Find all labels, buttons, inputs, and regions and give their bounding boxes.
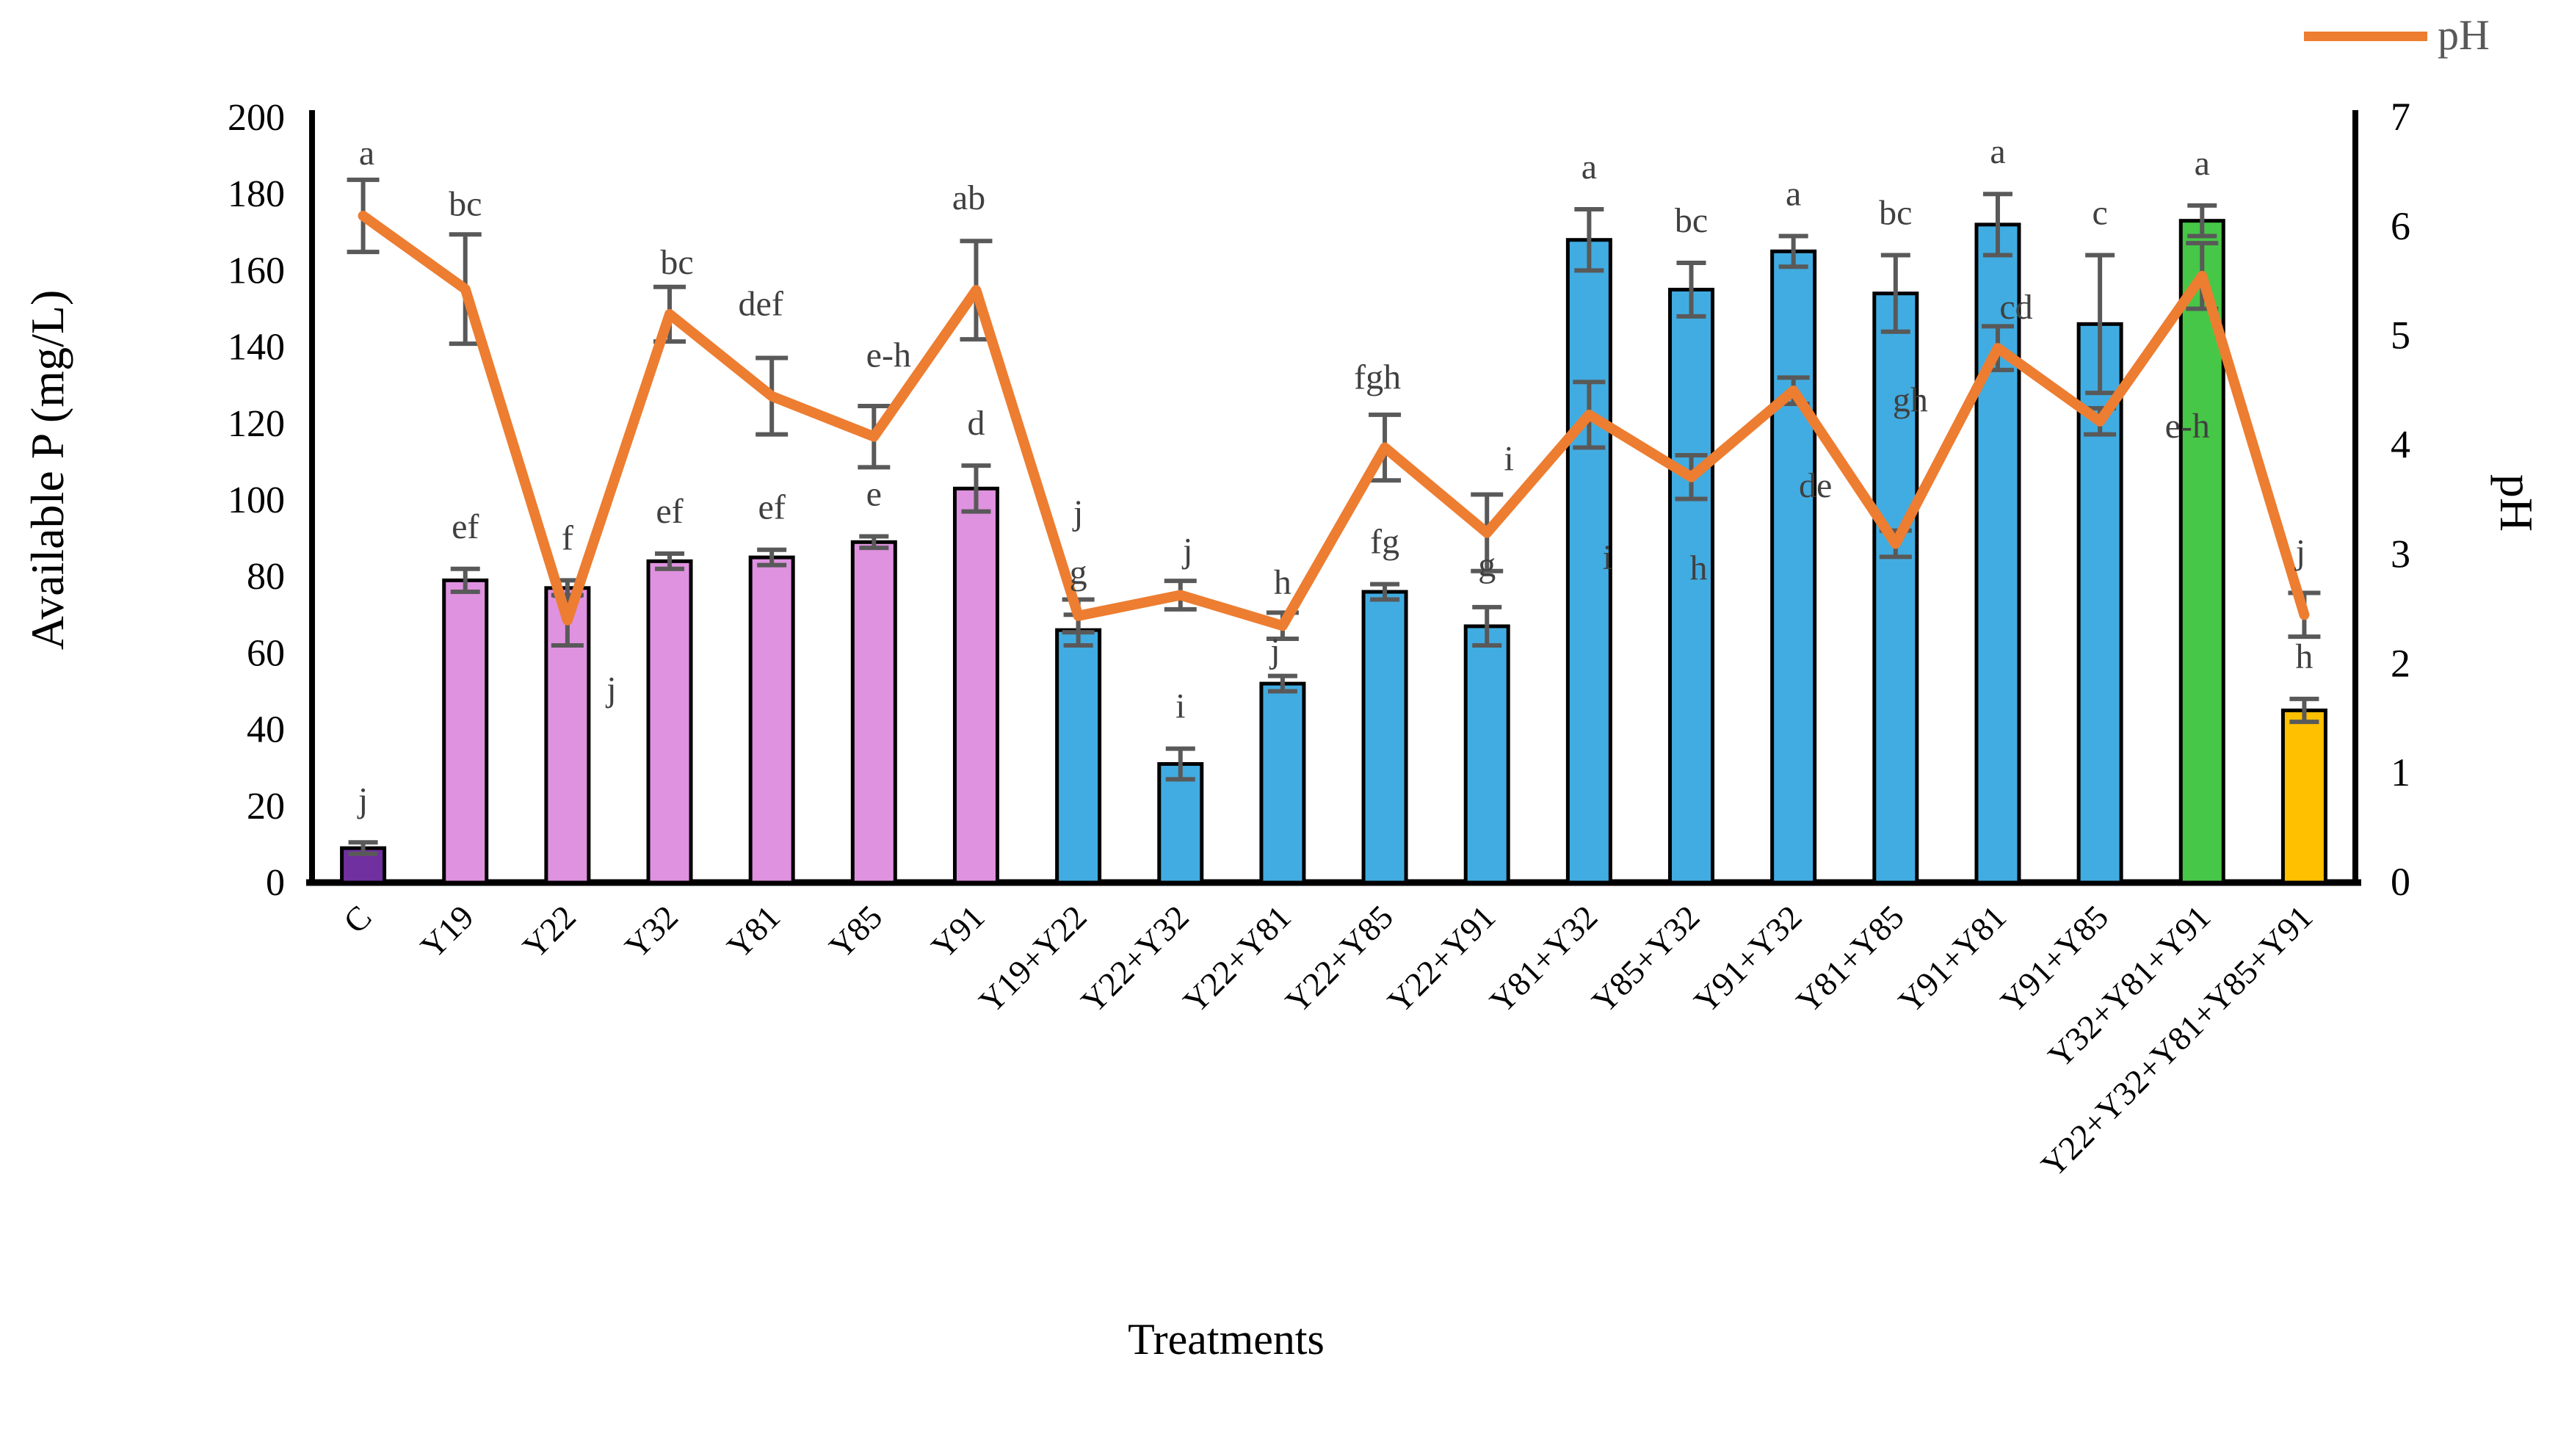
bar-letter: g [1070,553,1087,592]
bar-Y19 [442,578,489,885]
ph-letter: fgh [1354,358,1401,397]
bar-Y81+Y32 [1565,238,1612,885]
bar-letter: c [2092,194,2107,233]
bar-Y22+Y81 [1259,681,1306,885]
x-tick-label: Y81+Y32 [1482,898,1604,1020]
x-tick-label: Y91 [924,898,991,966]
ph-letter: j [1181,532,1192,571]
bar-letter: e [866,474,882,513]
ph-letter: j [1269,631,1280,670]
ph-letter: j [605,670,616,709]
y-left-tick-label: 40 [247,709,285,751]
bar-letter: h [2295,637,2313,676]
bar-letter: j [357,780,368,819]
y-left-tick-label: 180 [228,173,285,215]
legend-ph-label: pH [2438,11,2490,59]
bar-Y85+Y32 [1668,287,1715,885]
bar-Y19+Y22 [1055,628,1102,885]
bar-Y81 [748,555,795,885]
bar-Y22+Y91 [1463,624,1510,885]
y-right-tick-label: 2 [2391,641,2410,685]
ph-letter: j [2294,532,2305,571]
ph-letter: ab [952,178,985,217]
x-tick-label: Y91+Y32 [1686,898,1808,1020]
bar-Y22+Y32 [1157,761,1204,885]
y-left-tick-label: 120 [228,403,285,445]
bar-Y91+Y32 [1770,249,1817,885]
ph-letter: e-h [2165,407,2210,446]
x-tick-label: Y91+Y81 [1891,898,2013,1020]
y-left-tick-label: 0 [266,862,285,904]
bar-letter: f [562,518,573,557]
bar-letter: d [967,404,985,443]
x-tick-label: C [336,898,379,941]
y-right-tick-label: 6 [2391,204,2410,248]
ph-letter: bc [449,185,482,224]
ph-letter: e-h [866,336,911,375]
x-tick-label: Y19 [413,898,481,966]
bar-letter: g [1478,546,1496,584]
legend-ph-line-swatch [2304,32,2427,41]
ph-letter: de [1799,466,1832,505]
x-tick-label: Y22+Y91 [1380,898,1502,1020]
y-left-tick-label: 20 [247,786,285,827]
bar-letter: a [1786,175,1801,214]
y-axis-title-left: Available P (mg/L) [21,289,73,651]
y-left-tick-label: 160 [228,250,285,291]
x-tick-label: Y19+Y22 [971,898,1093,1020]
x-tick-label: Y81+Y85 [1789,898,1910,1020]
x-tick-label: Y32 [617,898,685,966]
bar-letter: bc [1675,201,1708,240]
ph-letter: i [1603,538,1612,577]
y-left-tick-label: 200 [228,97,285,139]
ph-letter: bc [660,243,693,282]
ph-letter: h [1690,549,1708,588]
bar-Y91 [952,486,999,885]
y-axis-title-right: pH [2490,474,2543,532]
bar-Y85 [850,540,897,885]
bar-letter: fg [1370,523,1399,562]
bar-letter: a [1581,148,1597,186]
bar-letter: h [1274,563,1291,602]
y-left-tick-label: 140 [228,327,285,369]
legend: pH [2304,10,2490,59]
ph-letter: gh [1893,381,1928,420]
x-tick-label: Y22+Y81 [1176,898,1298,1020]
ph-letter: j [1072,493,1083,532]
y-right-tick-label: 3 [2391,532,2410,576]
bar-letter: ef [758,488,786,527]
ph-letter: a [359,134,374,173]
bar-Y81+Y85 [1872,291,1919,885]
x-tick-label: Y85+Y32 [1584,898,1706,1020]
bar-Y32 [646,559,693,885]
y-right-tick-label: 1 [2391,750,2410,794]
bar-letter: ef [452,507,479,546]
bar-letter: i [1175,687,1185,726]
ph-letter: i [1504,440,1514,479]
ph-line-series [358,210,2310,631]
ph-letter: def [739,285,783,324]
bar-letter: bc [1879,194,1912,233]
y-right-tick-label: 7 [2391,95,2410,139]
y-left-tick-label: 100 [228,479,285,521]
x-tick-label: Y22 [515,898,583,966]
x-tick-label: Y22+Y32 [1073,898,1195,1020]
bar-letter: ef [656,492,683,531]
y-right-tick-label: 4 [2391,423,2410,467]
x-tick-label: Y85 [822,898,889,966]
y-left-tick-label: 80 [247,556,285,598]
bar-Y22+Y85 [1361,590,1408,885]
y-right-tick-label: 0 [2391,860,2410,904]
y-left-tick-label: 60 [247,632,285,674]
bar-Y22+Y32+Y81+Y85+Y91 [2280,709,2327,885]
x-tick-label: Y22+Y85 [1278,898,1400,1020]
x-axis-title: Treatments [1128,1315,1325,1363]
bar-letter: a [2195,144,2210,183]
ph-letter: cd [1999,288,2032,327]
y-right-tick-label: 5 [2391,314,2410,358]
bar-letter: a [1990,132,2005,171]
x-tick-label: Y81 [720,898,787,966]
